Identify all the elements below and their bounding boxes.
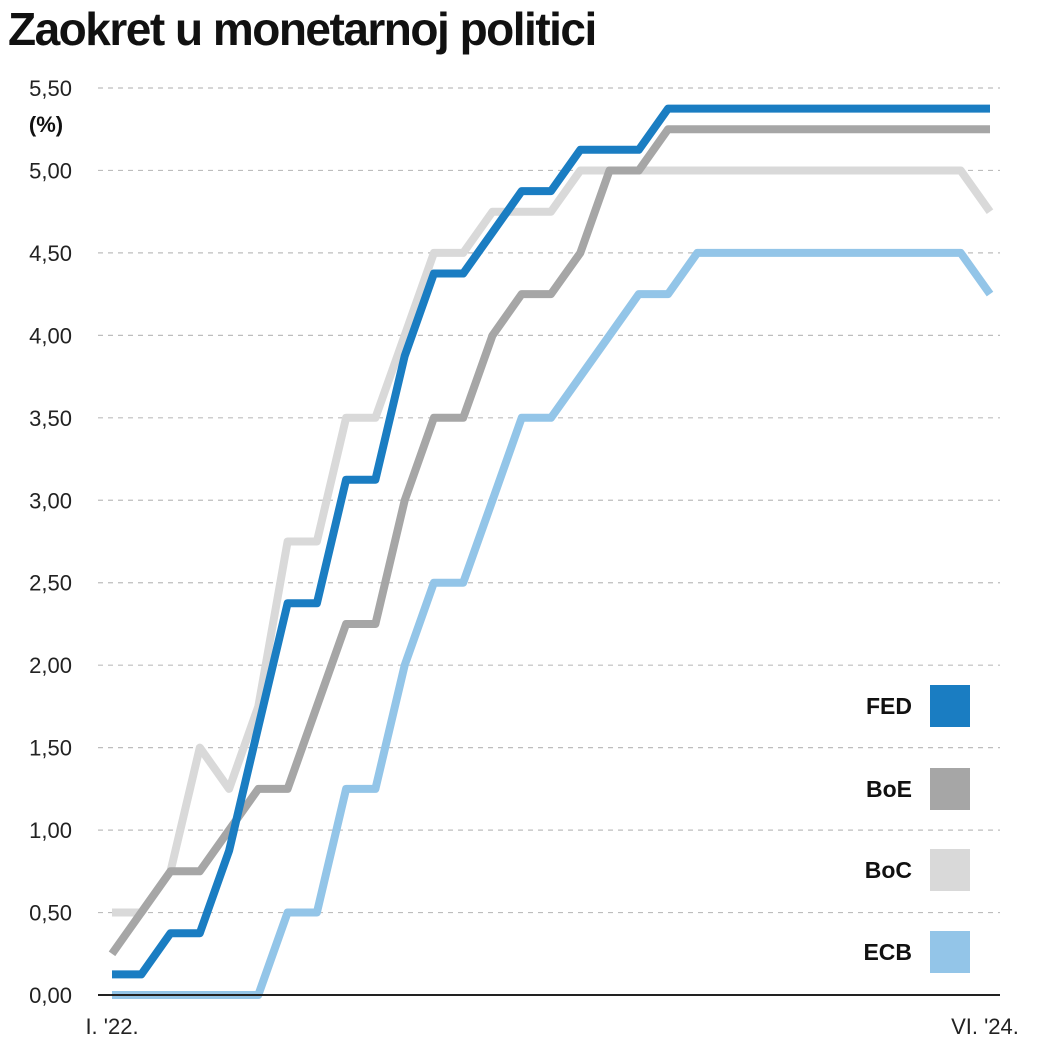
- x-axis-end-label: VI. '24.: [951, 1014, 1019, 1039]
- y-tick-label: 1,00: [29, 818, 72, 843]
- legend-label-boe: BoE: [866, 776, 912, 802]
- y-tick-label: 0,00: [29, 983, 72, 1008]
- y-tick-label: 1,50: [29, 736, 72, 761]
- y-tick-label: 4,50: [29, 241, 72, 266]
- legend-swatch-boc: [930, 849, 970, 891]
- legend-swatch-ecb: [930, 931, 970, 973]
- x-axis-start-label: I. '22.: [85, 1014, 138, 1039]
- series-line-boc: [112, 166, 994, 917]
- legend-swatch-boe: [930, 768, 970, 810]
- legend-label-boc: BoC: [865, 857, 912, 883]
- legend-label-fed: FED: [866, 693, 912, 719]
- y-tick-label: 2,50: [29, 571, 72, 596]
- legend: FED BoE BoC ECB: [863, 685, 970, 973]
- legend-swatch-fed: [930, 685, 970, 727]
- y-tick-label: 0,50: [29, 901, 72, 926]
- y-axis-ticks: 0,00 0,50 1,00 1,50 2,00 2,50 3,00 3,50 4,00 4,50…: [29, 76, 72, 1008]
- series-line-boe: [108, 125, 990, 957]
- y-axis-unit-label: (%): [29, 112, 63, 137]
- chart-title: Zaokret u monetarnoj politici: [8, 3, 597, 55]
- y-tick-label: 3,50: [29, 406, 72, 431]
- series-lines: [108, 104, 994, 999]
- series-line-ecb: [112, 248, 994, 999]
- y-tick-label: 5,00: [29, 158, 72, 183]
- y-tick-label: 5,50: [29, 76, 72, 101]
- legend-label-ecb: ECB: [863, 939, 912, 965]
- series-line-fed: [112, 104, 990, 979]
- y-tick-label: 4,00: [29, 323, 72, 348]
- y-tick-label: 3,00: [29, 488, 72, 513]
- y-tick-label: 2,00: [29, 653, 72, 678]
